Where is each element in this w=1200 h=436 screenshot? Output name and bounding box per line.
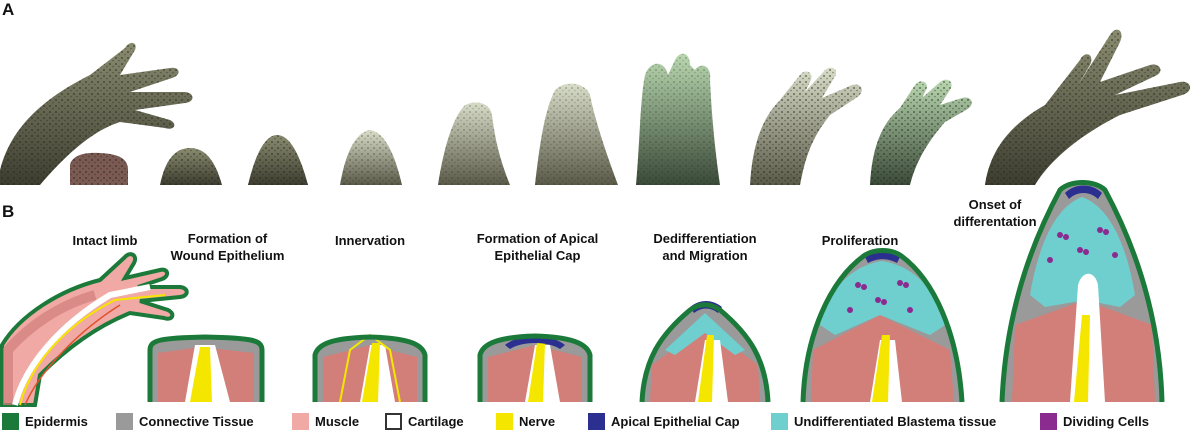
legend-item-cartilage: Cartilage	[385, 413, 464, 430]
legend-item-dividing: Dividing Cells	[1040, 413, 1149, 430]
legend-label: Cartilage	[408, 414, 464, 429]
legend-label: Muscle	[315, 414, 360, 429]
photo-blastema-2	[248, 135, 308, 185]
diagram-dedifferentiation	[639, 301, 771, 403]
stage-title-aec: Formation of Apical Epithelial Cap	[476, 231, 599, 263]
photo-digits-1	[750, 67, 862, 185]
stage-title-innervation: Innervation	[334, 233, 406, 248]
legend-label: Apical Epithelial Cap	[611, 414, 740, 429]
legend-swatch-muscle	[292, 413, 309, 430]
regeneration-stages-diagram	[0, 180, 1165, 407]
legend-item-nerve: Nerve	[496, 413, 555, 430]
panel-a-label: A	[2, 0, 15, 19]
photo-stump	[70, 152, 128, 185]
legend-swatch-epidermis	[2, 413, 19, 430]
diagram-wound-epithelium	[147, 334, 265, 402]
photo-regenerated-limb	[985, 29, 1191, 185]
legend-swatch-blastema	[771, 413, 788, 430]
legend-label: Epidermis	[25, 414, 88, 429]
stage-title-onset: Onset of differentation	[953, 197, 1037, 229]
dividing-cells-onset	[1047, 227, 1118, 263]
legend-label: Undifferentiated Blastema tissue	[794, 414, 997, 429]
legend-label: Dividing Cells	[1063, 414, 1149, 429]
legend-item-connective: Connective Tissue	[116, 413, 254, 430]
photo-blastema-1	[160, 148, 222, 185]
legend-item-muscle: Muscle	[292, 413, 359, 430]
panel-b-label: B	[2, 202, 15, 221]
stage-title-intact: Intact limb	[72, 233, 138, 248]
legend: Epidermis Connective Tissue Muscle Carti…	[0, 413, 1200, 435]
legend-swatch-cartilage	[385, 413, 402, 430]
dividing-cells-proliferation	[847, 280, 913, 313]
photo-blastema-5	[535, 83, 618, 185]
legend-item-epidermis: Epidermis	[2, 413, 88, 430]
legend-swatch-nerve	[496, 413, 513, 430]
photo-intact-limb	[0, 42, 193, 186]
legend-label: Nerve	[519, 414, 556, 429]
regeneration-photo-strip	[0, 29, 1191, 186]
stage-title-wound: Formation of Wound Epithelium	[170, 231, 285, 263]
diagram-intact-limb	[0, 252, 189, 407]
photo-digits-2	[870, 79, 972, 185]
diagram-proliferation	[800, 248, 965, 403]
photo-blastema-3	[340, 130, 402, 185]
diagram-apical-cap	[477, 333, 593, 402]
legend-swatch-dividing	[1040, 413, 1057, 430]
legend-item-blastema: Undifferentiated Blastema tissue	[771, 413, 996, 430]
legend-swatch-aec	[588, 413, 605, 430]
diagram-onset-differentiation	[999, 180, 1165, 403]
legend-item-aec: Apical Epithelial Cap	[588, 413, 740, 430]
stage-title-prolif: Proliferation	[821, 233, 899, 248]
legend-label: Connective Tissue	[139, 414, 254, 429]
photo-blastema-4	[438, 102, 510, 185]
legend-swatch-connective	[116, 413, 133, 430]
photo-palette	[636, 53, 720, 186]
diagram-innervation	[312, 333, 428, 403]
stage-title-dediff: Dedifferentiation and Migration	[653, 231, 757, 263]
